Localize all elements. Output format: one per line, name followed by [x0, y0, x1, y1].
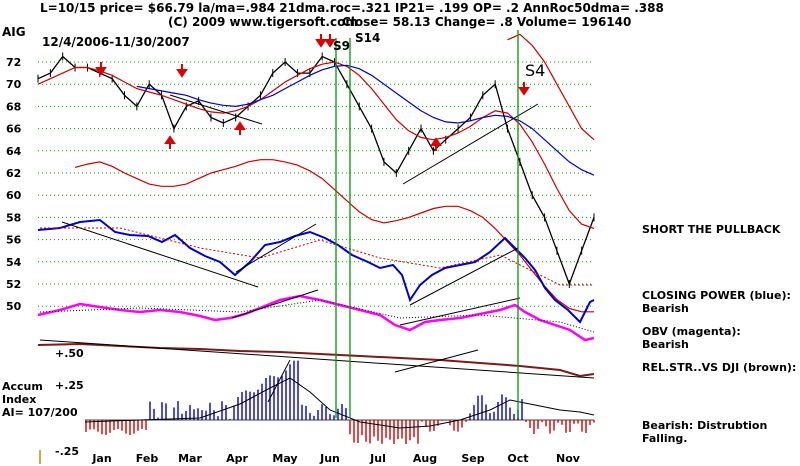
x-month-label: Nov: [556, 452, 581, 465]
x-axis-labels: Jan Feb Mar Apr May Jun Jul Aug Sep Oct Nov: [91, 452, 580, 465]
up-arrow-icon: [430, 137, 442, 151]
y-tick-label: 54: [6, 256, 22, 269]
trendline-3: [61, 221, 259, 288]
closing-power-value: Bearish: [642, 302, 689, 315]
x-month-label: Apr: [226, 452, 248, 465]
closing-power-ma: [40, 227, 594, 286]
closing-power-title: CLOSING POWER (blue):: [642, 289, 791, 302]
accum-ma: [84, 377, 595, 429]
rel-str-trendline: [39, 339, 595, 379]
y-tick-label: 62: [6, 167, 21, 180]
rel-str-line: [37, 342, 595, 378]
down-arrow-icon: [518, 82, 530, 96]
ai-value: AI= 107/200: [2, 406, 78, 419]
ai-level-plus25: +.25: [55, 379, 84, 392]
trendline-9: [267, 359, 291, 403]
y-grid: [38, 61, 594, 307]
series-price: [37, 55, 595, 286]
y-tick-label: 68: [6, 100, 21, 113]
y-tick-label: 58: [6, 211, 21, 224]
ai-level-minus25: -.25: [55, 445, 79, 458]
x-month-label: Aug: [413, 452, 437, 465]
obv-value: Bearish: [642, 338, 689, 351]
ai-level-plus50: +.50: [55, 347, 84, 360]
trendline-1: [169, 94, 263, 125]
series-upper-band: [507, 33, 595, 141]
down-arrow-icon: [176, 64, 188, 78]
signal-s9-label: S9: [333, 39, 350, 53]
signal-s4-label: S4: [525, 61, 545, 80]
trendline-6: [231, 289, 319, 319]
header-stats: L=10/15 price= $66.79 la/ma=.984 21dma.r…: [40, 1, 664, 15]
short-the-pullback-note: SHORT THE PULLBACK: [642, 223, 781, 236]
y-tick-label: 50: [6, 300, 22, 313]
up-arrow-icon: [234, 121, 246, 135]
trendline-5: [409, 247, 519, 306]
down-arrow-icon: [324, 34, 336, 48]
ticker-label: AIG: [2, 25, 26, 39]
trendline-8: [394, 349, 479, 373]
x-month-label: Mar: [178, 452, 202, 465]
x-month-label: Jan: [91, 452, 111, 465]
index-label: Index: [2, 393, 36, 406]
down-arrow-icon: [95, 62, 107, 76]
x-month-label: Jun: [319, 452, 340, 465]
obv-ma: [39, 299, 595, 333]
signal-s14-label: S14: [355, 31, 380, 45]
obv-line: [37, 294, 595, 342]
trendline-4: [235, 223, 317, 273]
obv-title: OBV (magenta):: [642, 325, 741, 338]
trendline-2: [402, 103, 539, 185]
date-range: 12/4/2006-11/30/2007: [42, 35, 190, 49]
x-month-label: Sep: [461, 452, 484, 465]
down-arrow-icon: [315, 34, 327, 48]
y-tick-label: 56: [6, 234, 22, 247]
y-tick-label: 72: [6, 56, 21, 69]
up-arrow-icon: [164, 135, 176, 149]
sell-arrows: [95, 34, 530, 151]
y-tick-label: 66: [6, 123, 22, 136]
x-month-label: Feb: [136, 452, 159, 465]
y-tick-label: 64: [6, 145, 22, 158]
header-copyright: (C) 2009 www.tigersoft.com: [168, 15, 358, 29]
x-month-label: May: [272, 452, 297, 465]
y-tick-label: 70: [6, 78, 22, 91]
y-axis-ticks: 72 70 68 66 64 62 60 58 56 54 52 50: [6, 56, 22, 313]
x-month-label: Oct: [507, 452, 528, 465]
rel-str-title: REL.STR..VS DJI (brown):: [642, 361, 797, 374]
accum-label: Accum: [2, 380, 43, 393]
accum-bearish-note: Bearish: Distrubtion Falling.: [642, 419, 768, 445]
closing-power-line: [37, 218, 595, 324]
trendline-7: [399, 297, 521, 326]
y-tick-label: 60: [6, 189, 22, 202]
y-tick-label: 52: [6, 278, 21, 291]
series-21-day-ma: [37, 61, 595, 230]
x-month-label: Jul: [369, 452, 386, 465]
header-close: Close= 58.13 Change= .8 Volume= 196140: [342, 15, 631, 29]
